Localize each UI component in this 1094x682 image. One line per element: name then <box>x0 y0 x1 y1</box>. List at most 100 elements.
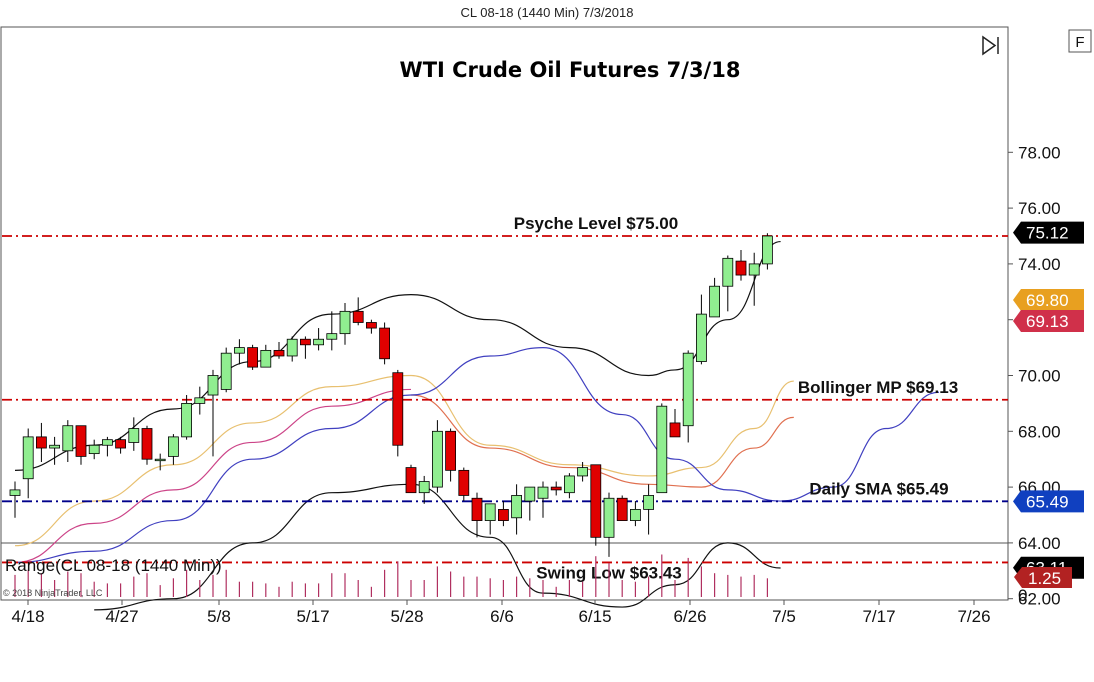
candle-body <box>141 428 153 460</box>
candle <box>709 277 720 318</box>
candle <box>9 481 21 518</box>
candle-body <box>247 347 259 368</box>
candle <box>511 484 523 535</box>
candle-body <box>709 285 720 318</box>
candle <box>62 420 74 462</box>
candle-body <box>735 260 747 276</box>
level-label: Bollinger MP $69.13 <box>798 378 958 397</box>
price-badge: 75.12 <box>1013 221 1084 244</box>
candle <box>564 473 575 499</box>
candle <box>484 503 496 535</box>
candle <box>603 492 615 557</box>
candle-body <box>273 349 285 357</box>
range-bars <box>14 554 769 597</box>
candle-body <box>352 310 364 323</box>
price-badge-shape <box>1013 490 1084 513</box>
level-lines: Psyche Level $75.00 Bollinger MP $69.13 Da… <box>2 214 1008 582</box>
f-button[interactable]: F <box>1068 29 1092 53</box>
candle-body <box>9 489 21 496</box>
candle <box>722 255 734 312</box>
candle-body <box>630 509 641 521</box>
candle-body <box>471 497 483 521</box>
candle <box>273 342 285 359</box>
y-tick-label: 68.00 <box>1018 422 1061 441</box>
candle <box>260 344 272 368</box>
range-zero-tick: 0 <box>1018 586 1027 605</box>
candle-body <box>286 338 298 357</box>
chart-title: WTI Crude Oil Futures 7/3/18 <box>400 58 741 82</box>
candle <box>524 486 536 521</box>
range-pane-label: Range(CL 08-18 (1440 Min)) <box>5 556 222 575</box>
candle <box>75 425 87 465</box>
price-badge-text: 69.80 <box>1026 291 1069 310</box>
candle <box>22 428 34 499</box>
candle <box>445 428 457 482</box>
price-axis: 62.0064.0066.0068.0070.0072.0074.0076.00… <box>1008 143 1061 609</box>
price-badge-text: 75.12 <box>1026 224 1069 243</box>
candle-body <box>590 464 602 538</box>
candle-body <box>643 495 654 510</box>
candle <box>630 501 641 527</box>
candle-body <box>260 349 272 368</box>
candle-body <box>497 509 509 521</box>
price-badge-shape <box>1013 289 1084 311</box>
candle <box>194 386 206 415</box>
candle <box>392 369 404 457</box>
candle <box>669 408 681 438</box>
candle-body <box>339 310 351 335</box>
date-axis: 4/18 4/27 5/8 5/17 5/28 6/6 6/15 6/26 7/5 7/17 7/2… <box>11 600 991 626</box>
candle-body <box>181 402 193 438</box>
x-tick-label: 6/26 <box>673 607 706 626</box>
candle-body <box>22 436 34 480</box>
price-badge-text: 69.13 <box>1026 312 1069 331</box>
candle-body <box>102 439 113 446</box>
candle-body <box>564 475 575 494</box>
candle-body <box>616 497 628 521</box>
candle-body <box>36 436 47 449</box>
candle <box>762 233 773 270</box>
candle <box>233 339 245 365</box>
x-tick-label: 5/28 <box>390 607 423 626</box>
skip-to-end-icon[interactable] <box>980 34 1004 56</box>
candle-body <box>128 428 140 443</box>
price-badge: 65.49 <box>1013 490 1084 513</box>
candle-body <box>682 352 694 427</box>
candle <box>88 439 100 460</box>
candle-body <box>445 430 457 471</box>
candle-body <box>762 235 773 265</box>
candle <box>128 417 140 451</box>
candle <box>748 252 760 306</box>
candle <box>313 328 325 351</box>
candle-body <box>484 503 496 521</box>
candle <box>471 492 483 538</box>
candle-body <box>524 486 536 502</box>
candle <box>339 302 351 345</box>
price-pane-frame <box>0 26 1009 544</box>
indicator-mid-band <box>410 394 794 488</box>
candle-body <box>577 467 588 477</box>
candle <box>379 322 391 365</box>
candle <box>405 464 417 494</box>
candles <box>9 233 773 557</box>
candle-body <box>656 405 668 494</box>
candle-body <box>392 372 404 446</box>
candle <box>141 425 153 465</box>
candle-body <box>207 375 219 396</box>
level-label: Psyche Level $75.00 <box>514 214 678 233</box>
x-tick-label: 4/27 <box>105 607 138 626</box>
candle <box>286 336 298 362</box>
y-tick-label: 76.00 <box>1018 199 1061 218</box>
x-tick-label: 5/8 <box>207 607 231 626</box>
candle-body <box>299 338 311 346</box>
candle <box>167 434 179 465</box>
candle <box>458 467 470 502</box>
range-value-text: 1.25 <box>1028 569 1061 588</box>
candle-body <box>154 458 166 462</box>
candle-body <box>722 257 734 287</box>
level-label: Daily SMA $65.49 <box>809 479 948 498</box>
candle-body <box>115 439 126 449</box>
candle-body <box>550 486 562 491</box>
indicator-pink-ma <box>14 388 412 564</box>
